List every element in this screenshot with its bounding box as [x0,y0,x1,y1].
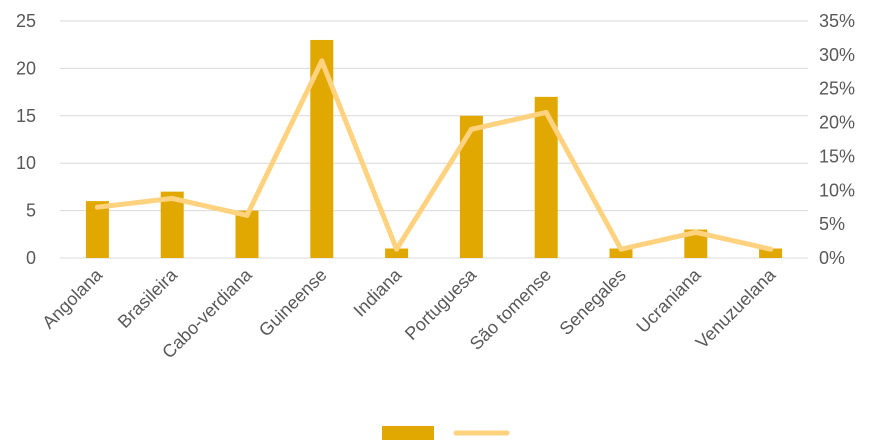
left-tick-label: 15 [16,106,36,126]
line-series [94,58,774,252]
bar [235,210,259,258]
right-tick-label: 20% [819,113,855,133]
right-tick-label: 15% [819,146,855,166]
bar [310,39,334,259]
bar [385,248,409,258]
bar [160,191,184,258]
x-tick-label: Senegales [556,265,630,339]
legend [382,426,510,440]
line-path [94,58,774,252]
bar [85,201,109,258]
line-point [768,246,774,252]
line-point [94,204,100,210]
right-axis: 0% 5% 10% 15% 20% 25% 30% 35% [819,11,855,268]
line-point [468,126,474,132]
bar [759,248,783,258]
right-tick-label: 0% [819,248,845,268]
line-point [543,109,549,115]
bar [534,96,558,258]
gridlines [60,20,808,259]
left-tick-label: 0 [26,248,36,268]
left-tick-label: 20 [16,58,36,78]
x-tick-label: Indiana [350,264,407,321]
right-tick-label: 30% [819,45,855,65]
bar [459,115,483,258]
bar [684,229,708,258]
left-axis: 0 5 10 15 20 25 [16,11,36,268]
legend-bar-swatch [382,426,434,440]
line-point [693,229,699,235]
x-tick-label: Angolana [38,264,107,333]
line-point [244,212,250,218]
x-tick-label: Portuguesa [401,264,481,344]
bar [609,248,633,258]
right-tick-label: 35% [819,11,855,31]
right-tick-label: 10% [819,180,855,200]
x-tick-label: Guineense [255,265,331,341]
right-tick-label: 25% [819,79,855,99]
left-tick-label: 25 [16,11,36,31]
right-tick-label: 5% [819,214,845,234]
x-tick-label: Venuzuelana [692,264,780,352]
line-point [319,58,325,64]
left-tick-label: 5 [26,201,36,221]
line-point [618,246,624,252]
line-point [394,246,400,252]
x-tick-label: Brasileira [114,264,182,332]
line-point [169,195,175,201]
x-tick-label: Ucraniana [632,264,705,337]
left-tick-label: 10 [16,153,36,173]
bar-series [85,39,783,259]
